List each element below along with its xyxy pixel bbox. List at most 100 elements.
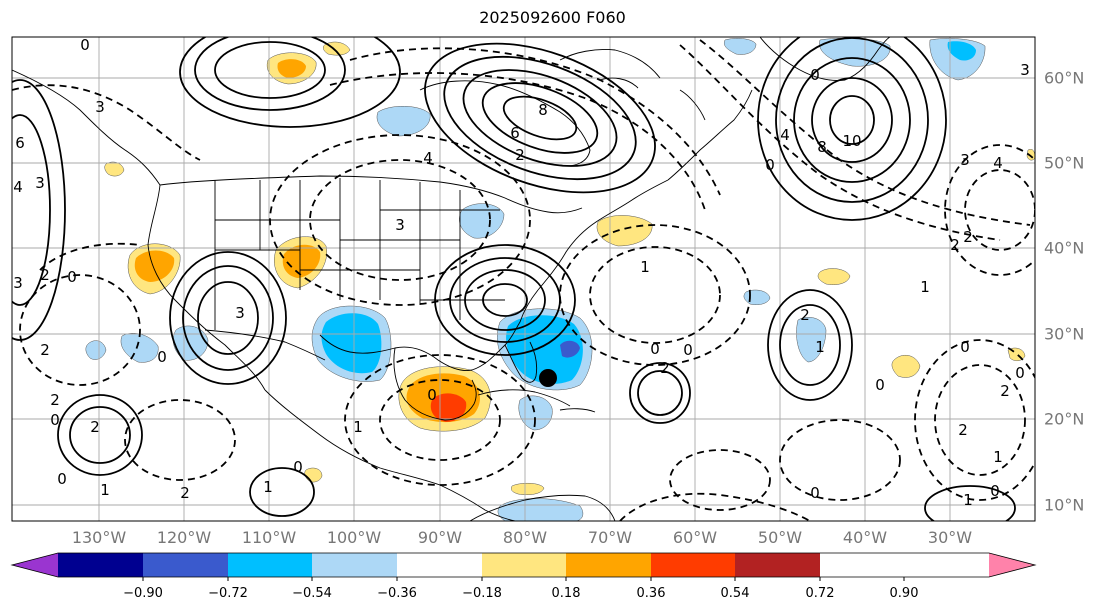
colorbar-tick-label: 0.72 [805,586,835,601]
contour-pos-atl-3 [779,304,841,386]
contours-dashed [12,39,1035,521]
contour-neg-10 [124,399,236,481]
colorbar-bin [312,553,397,577]
colorbar-tick-label: −0.54 [292,586,332,601]
contour-pos-pac-2 [57,394,143,476]
contour-label: 3 [1020,61,1030,79]
coast-gulf [319,289,539,371]
colorbar [10,552,1037,581]
colorbar-bin [651,553,735,577]
colorbar-bin [397,553,482,577]
contour-label: 0 [67,268,77,286]
contour-labels: 0 3 6 3 4 3 2 4 8 6 2 10 8 4 3 4 3 0 3 0… [13,36,1030,509]
border-us-mexico [204,329,326,361]
contour-label: 0 [875,376,885,394]
contour-label: 1 [963,491,973,509]
shade-orange-alaska-inner [277,59,306,78]
contour-pos-atl-1 [637,370,683,416]
lat-label: 60°N [1044,68,1085,88]
contour-label: 2 [1000,382,1010,400]
shade-blue-pac2 [173,325,209,361]
contour-pos-w-1 [197,281,259,355]
border-states-2 [215,209,505,301]
contour-neg-1 [589,246,721,344]
shade-blue-canada [376,106,431,137]
contour-pos-center-1 [481,82,599,154]
coast-hispaniola [559,408,596,413]
contour-label: 2 [515,146,525,164]
contour-label: 8 [817,138,827,156]
contour-pos-ak-2 [194,37,346,111]
contour-pos-center-3 [443,55,637,181]
coast-yucatan [393,347,477,421]
colorbar-tick-label: 0.18 [551,586,581,601]
shade-blue-carib [518,395,553,431]
contour-pos-pac-1 [69,406,131,464]
contour-pos-ak-1 [214,41,326,99]
contour-label: 4 [993,154,1003,172]
contour-neg-4 [344,354,536,486]
shade-blue-lakes [459,203,505,239]
contour-label: 1 [353,418,363,436]
colorbar-outline [10,552,1037,578]
colorbar-tick-label: −0.18 [462,586,502,601]
contour-label: 0 [683,341,693,359]
lon-label: 70°W [587,528,633,547]
graticule [12,37,1035,521]
coast-cuba [477,389,571,407]
contour-neg-3 [379,379,501,461]
storm-center-marker [539,369,557,387]
shade-blue-gulf-inner [321,313,382,374]
contour-label: 0 [765,156,775,174]
shade-yellow-atl1 [817,268,851,285]
contour-pos-center-4 [424,42,656,194]
coast-central-am [439,484,516,521]
shade-yellow-carib [511,483,545,495]
colorbar-tick-label: −0.72 [208,586,248,601]
map-title: 2025092600 F060 [479,8,626,27]
colorbar-tick-label: 0.90 [889,586,919,601]
coast-hudson [419,80,591,167]
contour-label: 2 [180,484,190,502]
lon-label: 130°W [71,528,127,547]
contour-label: 1 [100,481,110,499]
contour-pos-se-3 [434,244,576,356]
colorbar-bin [735,553,820,577]
contour-neg-13 [309,159,491,281]
contour-label: 0 [960,338,970,356]
contour-neg-jet-3 [679,44,1001,241]
contour-pos-edge-2 [12,79,66,341]
contour-neg-w-1 [12,84,201,161]
contour-pos-pac-4 [924,485,1016,521]
contour-label: 0 [650,340,660,358]
contour-label: 0 [50,411,60,429]
contour-label: 4 [13,178,23,196]
contour-neg-14 [269,134,531,306]
contour-label: 3 [395,216,405,234]
contour-label: 0 [57,470,67,488]
contour-pos-center-2 [462,69,618,167]
lat-label: 50°N [1044,153,1085,173]
contour-label: 0 [810,66,820,84]
lat-label: 40°N [1044,238,1085,258]
contour-pos-se-4 [482,283,528,317]
lon-label: 80°W [502,528,548,547]
coast-florida [504,341,538,383]
contour-label: 6 [510,124,520,142]
lon-label: 120°W [156,528,212,547]
colorbar-bin [566,553,651,577]
contour-label: 1 [815,338,825,356]
contour-pos-edge-1 [12,114,51,306]
contour-label: 0 [80,36,90,54]
contour-neg-jet-1 [349,47,721,196]
contour-label: 3 [960,151,970,169]
contour-pos-ne-3 [775,37,929,203]
contour-pos-atl-4 [767,289,853,401]
colorbar-extend-min [12,553,58,577]
coast-canadian-arch [559,49,706,121]
colorbar-extend-max [989,553,1035,577]
colorbar-tick-label: −0.90 [123,586,163,601]
colorbar-bin [482,553,566,577]
contour-neg-12 [669,449,771,511]
